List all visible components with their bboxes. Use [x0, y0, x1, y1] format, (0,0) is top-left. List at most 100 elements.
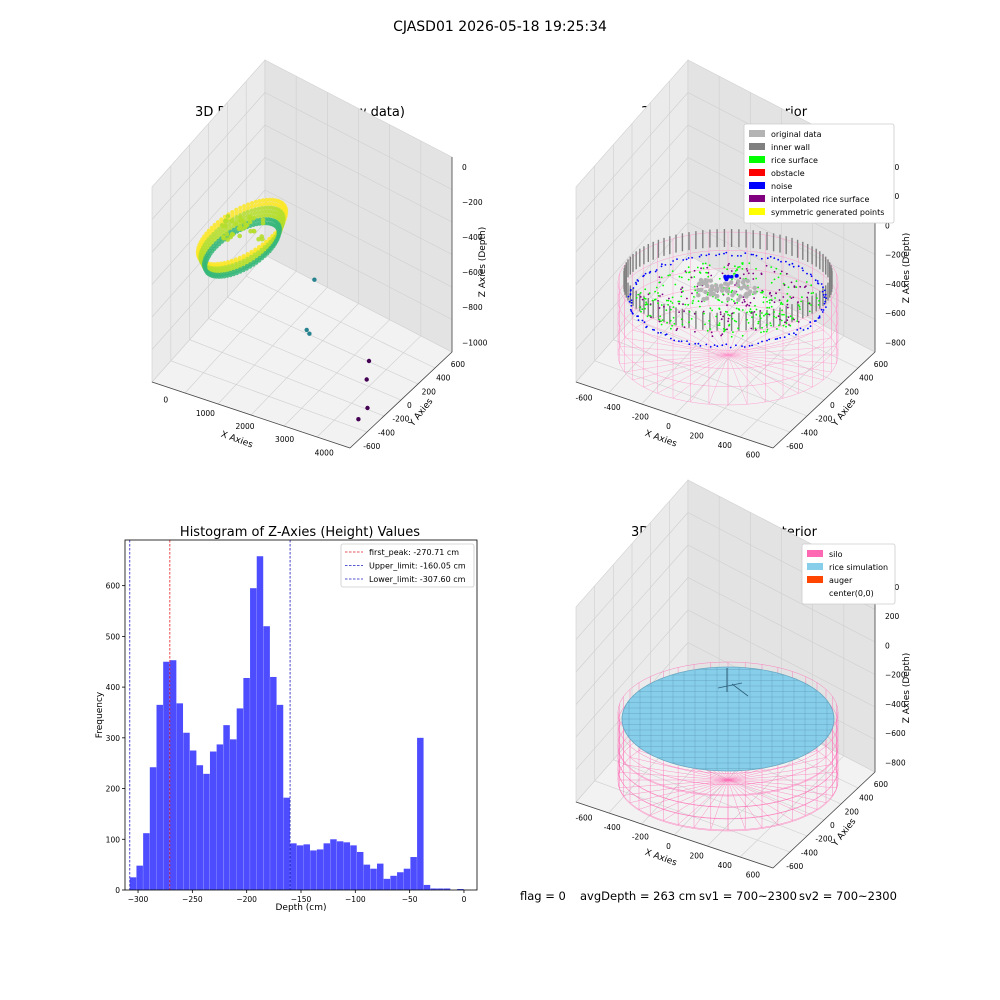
rice-surface-point: [773, 311, 776, 313]
noise-point: [645, 326, 647, 329]
rice-surface-point: [647, 293, 650, 296]
z-tick-label: 0: [885, 221, 890, 230]
noise-point: [630, 310, 633, 313]
status-line: flag = 0 avgDepth = 263 cm sv1 = 700~230…: [520, 889, 897, 903]
rice-surface-point: [735, 307, 738, 310]
histogram-bar: [397, 872, 404, 890]
original-data-point: [752, 290, 757, 295]
raw-point: [260, 202, 265, 207]
histogram-bar: [149, 767, 157, 890]
rice-surface-point: [780, 270, 783, 273]
rice-surface-point: [692, 300, 694, 302]
rice-surface-point: [704, 262, 707, 265]
raw-point: [263, 205, 268, 210]
noise-point: [723, 252, 725, 255]
noise-point: [744, 252, 747, 255]
histogram-bar: [330, 839, 337, 890]
rice-surface-point: [709, 307, 712, 310]
histogram-bar: [230, 739, 237, 890]
rice-surface-point: [775, 316, 778, 319]
rice-surface-point: [761, 312, 763, 314]
legend-frame: [340, 543, 475, 588]
histogram-bar: [189, 750, 197, 890]
y-tick-label: -200: [815, 835, 832, 844]
rice-surface-point: [696, 266, 699, 269]
rice-surface-point: [751, 316, 753, 319]
y-axis-line: [349, 351, 453, 449]
noise-point: [657, 332, 660, 334]
rice-surface-point: [726, 311, 729, 313]
legend-swatch: [749, 182, 765, 189]
raw-point: [247, 219, 253, 225]
raw-3d-points: [195, 197, 372, 422]
z-tick-label: 0: [462, 163, 467, 172]
rice-surface-point: [783, 284, 786, 286]
original-data-point: [713, 288, 719, 293]
histogram-bar: [350, 845, 357, 890]
x-tick-label: 400: [718, 861, 733, 870]
rice-surface-point: [760, 272, 763, 275]
noise-point: [821, 311, 824, 313]
histogram-vlines: [129, 540, 291, 890]
rice-surface-point: [781, 313, 783, 316]
legend-label: noise: [771, 182, 792, 191]
noise-point: [698, 255, 701, 258]
rice-surface-point: [816, 297, 818, 299]
noise-point: [785, 260, 787, 263]
raw-point: [251, 216, 256, 221]
rice-surface-point: [693, 312, 696, 315]
rice-surface-point: [737, 266, 739, 269]
noise-point: [773, 257, 776, 259]
raw-point: [263, 201, 268, 206]
rice-surface-point: [682, 303, 684, 306]
raw-point: [257, 258, 262, 263]
raw-outlier-point: [304, 327, 309, 333]
rice-surface-point: [657, 295, 660, 297]
noise-point: [822, 309, 825, 311]
noise-point: [629, 289, 632, 292]
histogram-y-axis-label: Frequency: [95, 691, 105, 738]
raw-point: [225, 214, 231, 219]
rice-surface-point: [742, 296, 745, 298]
rice-surface-point: [722, 315, 724, 318]
rice-surface-point: [792, 296, 795, 299]
raw-point: [227, 222, 232, 227]
legend-label: obstacle: [771, 169, 805, 178]
histogram-bar: [370, 868, 377, 890]
rice-surface-point: [731, 317, 734, 320]
rice-surface-point: [728, 262, 730, 265]
raw-point: [264, 197, 269, 203]
rice-surface-point: [775, 267, 778, 270]
rice-surface-point: [762, 330, 765, 333]
rice-surface-point: [803, 286, 806, 289]
rice-surface-point: [741, 309, 744, 311]
histogram-bar: [256, 556, 264, 890]
histogram-x-ticks: −300 −250 −200 −150 −100 −50 0: [128, 890, 467, 904]
status-flag: flag = 0: [520, 889, 566, 903]
rice-surface-point: [688, 310, 691, 313]
noise-point: [806, 272, 808, 275]
noise-point: [630, 301, 633, 304]
noise-point: [779, 336, 782, 339]
rice-surface-point: [704, 323, 706, 326]
rice-surface-point: [680, 291, 683, 294]
grid-line: [264, 92, 453, 190]
x-tick-label: -600: [576, 394, 593, 403]
rice-surface-point: [667, 274, 670, 277]
raw-point: [242, 207, 247, 212]
noise-point: [705, 343, 708, 346]
histogram-bar: [356, 851, 364, 890]
raw-point: [257, 202, 262, 207]
legend-frame: [743, 123, 895, 224]
rice-surface-point: [797, 321, 800, 323]
raw-point: [233, 221, 239, 227]
rice-surface-point: [662, 284, 665, 287]
rice-surface-point: [757, 322, 760, 325]
noise-point: [809, 325, 812, 327]
x-axis-line: [575, 381, 774, 449]
z-tick-label: −400: [885, 700, 906, 709]
rice-surface-point: [639, 292, 642, 294]
rice-surface-point: [741, 262, 744, 264]
